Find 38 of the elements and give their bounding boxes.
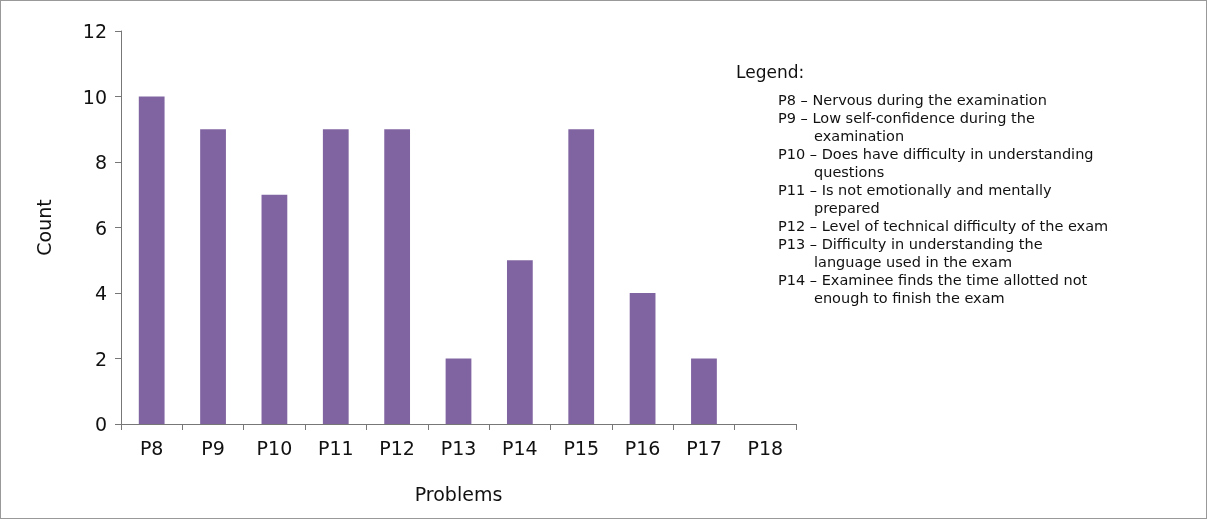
y-tick-label: 10 xyxy=(82,85,107,108)
x-tick-label: P11 xyxy=(317,436,354,459)
annotation: P14 – Examinee finds the time allotted not enough to finish the exam xyxy=(778,271,1089,307)
annotation: P12 – Level of technical difficulty of the exam xyxy=(778,217,1110,235)
bar xyxy=(200,129,226,424)
x-tick-label: P14 xyxy=(502,436,538,459)
annotation: P8 – Nervous during the examination xyxy=(778,91,1048,109)
bar xyxy=(629,293,656,424)
bar xyxy=(138,96,165,424)
bar xyxy=(691,358,717,424)
x-tick-label: P9 xyxy=(201,436,225,459)
annotation: P11 – Is not emotionally and mentally prepared xyxy=(778,181,1053,217)
annotation: P9 – Low self-confidence during the examination xyxy=(778,109,1036,145)
annotation: P10 – Does have difficulty in understanding questions xyxy=(778,145,1095,181)
annotation: Legend: xyxy=(736,62,806,82)
x-tick-label: P18 xyxy=(747,436,784,459)
y-tick-label: 12 xyxy=(82,20,107,42)
x-tick-label: P12 xyxy=(379,436,415,459)
bar xyxy=(261,194,288,424)
bar xyxy=(384,129,411,424)
x-tick-label: P13 xyxy=(440,436,477,459)
x-axis-title: Problems xyxy=(414,482,503,505)
bar xyxy=(445,358,472,424)
x-tick-label: P15 xyxy=(563,436,600,459)
bar xyxy=(322,129,349,424)
y-tick-label: 2 xyxy=(94,347,107,370)
y-axis-title: Count xyxy=(32,199,55,256)
bar xyxy=(568,129,595,424)
x-tick-label: P16 xyxy=(624,436,661,459)
x-tick-label: P17 xyxy=(686,436,722,459)
y-tick-label: 8 xyxy=(94,151,107,173)
annotation: P13 – Difficulty in understanding the language used in the exam xyxy=(778,235,1044,271)
bar xyxy=(506,260,533,424)
x-tick-label: P10 xyxy=(256,436,293,459)
y-tick-label: 6 xyxy=(94,216,107,239)
x-tick-label: P8 xyxy=(139,436,164,459)
y-tick-label: 4 xyxy=(94,282,107,304)
y-tick-label: 0 xyxy=(94,413,107,435)
